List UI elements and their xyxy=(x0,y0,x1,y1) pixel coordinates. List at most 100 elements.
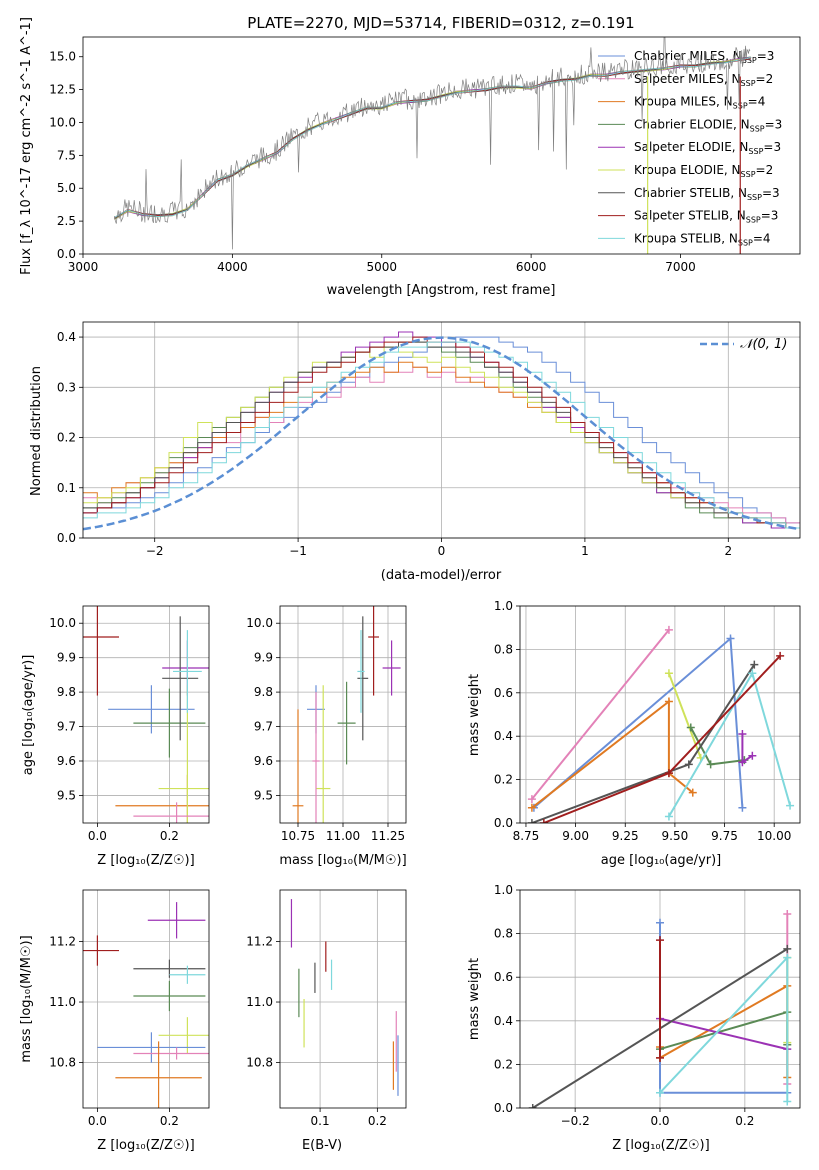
spectrum-legend-label-0: Chabrier MILES, NSSP=3 xyxy=(634,49,774,65)
ebv-mass-xtick-label-0: 0.1 xyxy=(311,1114,330,1128)
z-weight-panel: Z [log₁₀(Z/Z☉)] mass weight −0.2 0.0 0.2 0.… xyxy=(467,883,801,1153)
age-weight-line-2 xyxy=(531,699,694,809)
spectrum-panel: PLATE=2270, MJD=53714, FIBERID=0312, z=0… xyxy=(19,14,801,298)
residuals-ytick-label-4: 0.4 xyxy=(57,330,76,344)
z-age-points xyxy=(83,606,209,823)
age-weight-marker-3-0 xyxy=(664,669,673,678)
residuals-ytick-label-1: 0.1 xyxy=(57,481,76,495)
z-weight-xtick-label-1: 0.0 xyxy=(650,1114,669,1128)
ebv-mass-frame xyxy=(279,889,407,1109)
z-age-panel: Z [log₁₀(Z/Z☉)] age [log₁₀(age/yr)] 0.0 0… xyxy=(21,605,210,868)
z-age-ytick-label-5: 10.0 xyxy=(49,616,76,630)
spectrum-xtick-label-2: 5000 xyxy=(366,260,397,274)
age-weight-ytick-label-1: 0.2 xyxy=(494,773,513,787)
z-age-ytick-label-0: 9.5 xyxy=(57,788,76,802)
mass-age-axes: 10.75 11.00 11.25 9.5 9.6 9.7 9.8 9.9 10.0 xyxy=(246,606,406,843)
z-weight-x-label: Z [log₁₀(Z/Z☉)] xyxy=(612,1138,709,1153)
legend-label-tail: =3 xyxy=(763,140,781,154)
age-weight-marker-2-3 xyxy=(688,788,697,797)
mass-age-xtick-label-2: 11.25 xyxy=(371,829,405,843)
legend-label-main: Kroupa ELODIE, N xyxy=(634,163,741,177)
spectrum-legend-label-8: Kroupa STELIB, NSSP=4 xyxy=(634,231,771,247)
residuals-y-label: Normed distribution xyxy=(29,366,44,496)
legend-label-tail: =2 xyxy=(756,163,774,177)
age-weight-marker-2-1 xyxy=(664,697,673,706)
age-weight-x-label: age [log₁₀(age/yr)] xyxy=(601,853,722,868)
legend-label-tail: =3 xyxy=(761,209,779,223)
spectrum-xtick-label-0: 3000 xyxy=(68,260,99,274)
z-age-ytick-label-2: 9.7 xyxy=(57,720,76,734)
residuals-xtick-label-1: −1 xyxy=(289,544,307,558)
spectrum-legend-label-6: Chabrier STELIB, NSSP=3 xyxy=(634,186,780,202)
spectrum-ytick-label-0: 0.0 xyxy=(57,247,76,261)
age-weight-ytick-label-3: 0.6 xyxy=(494,686,513,700)
ebv-mass-panel: E(B-V) 0.1 0.2 10.8 11.0 11.2 xyxy=(246,889,407,1153)
residuals-x-label: (data-model)/error xyxy=(381,568,502,583)
age-weight-marker-6-1 xyxy=(684,760,693,769)
z-weight-marker-8-0 xyxy=(656,1088,664,1097)
z-age-y-label: age [log₁₀(age/yr)] xyxy=(21,655,36,776)
residuals-xtick-label-4: 2 xyxy=(724,544,732,558)
age-weight-xtick-label-2: 9.25 xyxy=(612,829,639,843)
age-weight-marker-1-2 xyxy=(738,803,747,812)
residuals-xtick-label-3: 1 xyxy=(581,544,589,558)
legend-label-main: Kroupa STELIB, N xyxy=(634,231,738,245)
age-weight-marker-8-0 xyxy=(539,819,548,823)
z-weight-xtick-label-0: −0.2 xyxy=(561,1114,590,1128)
legend-label-subscript: SSP xyxy=(748,147,763,156)
mass-age-x-label: mass [log₁₀(M/M☉)] xyxy=(279,853,406,868)
age-weight-ytick-label-5: 1.0 xyxy=(494,599,513,613)
residual-hist-8 xyxy=(83,341,800,529)
z-weight-marker-0-0 xyxy=(656,918,664,927)
legend-label-main: Kroupa MILES, N xyxy=(634,95,733,109)
z-weight-line-4 xyxy=(659,1017,788,1051)
legend-label-tail: =4 xyxy=(748,95,766,109)
z-mass-points xyxy=(83,902,209,1108)
age-weight-marker-5-0 xyxy=(738,730,747,739)
legend-label-subscript: SSP xyxy=(741,170,756,179)
spectrum-legend-label-5: Kroupa ELODIE, NSSP=2 xyxy=(634,163,773,179)
age-weight-marker-6-2 xyxy=(750,660,759,669)
spectrum-title: PLATE=2270, MJD=53714, FIBERID=0312, z=0… xyxy=(247,14,634,32)
z-weight-marker-8-2 xyxy=(783,1097,792,1106)
ebv-mass-points xyxy=(290,899,399,1096)
age-weight-marker-8-1 xyxy=(664,769,673,778)
age-weight-marker-7-0 xyxy=(664,812,673,821)
spectrum-ytick-label-1: 2.5 xyxy=(57,214,76,228)
mass-age-xtick-label-1: 11.00 xyxy=(326,829,360,843)
z-age-x-label: Z [log₁₀(Z/Z☉)] xyxy=(97,853,194,868)
legend-label-subscript: SSP xyxy=(738,238,753,247)
mass-age-panel: mass [log₁₀(M/M☉)] 10.75 11.00 11.25 9.5 9.6… xyxy=(246,605,407,868)
residuals-xtick-label-0: −2 xyxy=(146,544,164,558)
z-weight-marker-8-1 xyxy=(783,953,792,962)
spectrum-legend-label-4: Salpeter ELODIE, NSSP=3 xyxy=(634,140,781,156)
legend-label-subscript: SSP xyxy=(750,124,765,133)
ebv-mass-x-label: E(B-V) xyxy=(302,1138,342,1153)
age-weight-ytick-label-2: 0.4 xyxy=(494,729,513,743)
mass-age-xtick-label-0: 10.75 xyxy=(281,829,315,843)
legend-label-main: Salpeter STELIB, N xyxy=(634,209,746,223)
normal-curve xyxy=(83,336,800,531)
z-weight-marker-7-0 xyxy=(656,936,664,945)
age-weight-xtick-label-0: 8.75 xyxy=(513,829,540,843)
residuals-frame xyxy=(82,321,801,539)
z-weight-ytick-label-1: 0.2 xyxy=(494,1057,513,1071)
spectrum-y-label-text: Flux [f_λ 10^-17 erg cm^-2 s^-1 A^-1] xyxy=(19,17,34,275)
ebv-mass-axes: 0.1 0.2 10.8 11.0 11.2 xyxy=(246,890,406,1128)
z-age-axes: 0.0 0.2 9.5 9.6 9.7 9.8 9.9 10.0 xyxy=(49,606,209,843)
z-mass-xtick-label-1: 0.2 xyxy=(160,1114,179,1128)
spectrum-ytick-label-4: 10.0 xyxy=(49,115,76,129)
spectrum-xtick-label-3: 6000 xyxy=(516,260,547,274)
age-weight-marker-0-1 xyxy=(664,625,673,634)
z-age-xtick-label-1: 0.2 xyxy=(160,829,179,843)
spectrum-ytick-label-2: 5.0 xyxy=(57,181,76,195)
z-age-ytick-label-1: 9.6 xyxy=(57,754,76,768)
z-weight-xtick-label-2: 0.2 xyxy=(735,1114,754,1128)
spectrum-ytick-label-5: 12.5 xyxy=(49,83,76,97)
legend-label-subscript: SSP xyxy=(741,79,756,88)
z-weight-ytick-label-4: 0.8 xyxy=(494,927,513,941)
legend-label-main: Salpeter ELODIE, N xyxy=(634,140,748,154)
legend-label-main: Chabrier ELODIE, N xyxy=(634,117,750,131)
